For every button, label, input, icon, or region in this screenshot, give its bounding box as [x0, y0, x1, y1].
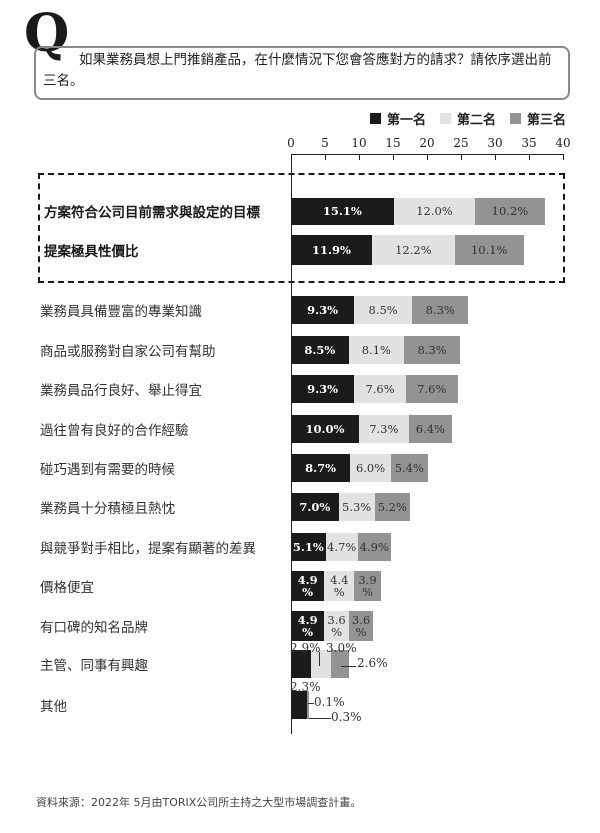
bar-segment-2	[310, 650, 332, 678]
bar-segment-3	[331, 650, 349, 678]
bar-segment-3: 8.3%	[403, 336, 461, 364]
question-box	[34, 46, 570, 100]
x-axis-tick	[325, 154, 326, 160]
bar-segment-3	[307, 691, 310, 719]
question-text: 如果業務員想上門推銷產品，在什麼情況下您會答應對方的請求？請依序選出前三名。	[43, 50, 563, 92]
bar-segment-1: 11.9%	[291, 235, 372, 265]
category-label: 業務員十分積極且熱忱	[40, 501, 175, 517]
x-axis-tick-label: 35	[521, 136, 537, 150]
leader-line	[341, 666, 356, 667]
bar-segment-3: 5.4%	[390, 454, 428, 482]
bar-segment-1: 5.1%	[291, 533, 326, 561]
bar-segment-2: 7.3%	[359, 415, 409, 443]
bar-segment-2: 8.5%	[354, 296, 413, 324]
bar-segment-2: 12.0%	[393, 197, 476, 225]
bar-segment-2: 6.0%	[350, 454, 391, 482]
x-axis-tick	[461, 154, 462, 160]
category-label: 過往曾有良好的合作經驗	[40, 423, 189, 439]
bar-segment-2: 5.3%	[338, 493, 375, 521]
value-label-outside: 0.3%	[331, 710, 362, 724]
x-axis-tick-label: 15	[385, 136, 401, 150]
value-label-outside: 2.9%	[290, 641, 321, 655]
x-axis-tick-labels: 0 5 10 15 20 25 30 35 40	[0, 136, 600, 152]
legend-label: 第二名	[456, 113, 496, 128]
bar-segment-2: 8.1%	[348, 336, 404, 364]
bar-segment-2: 3.6 %	[324, 611, 349, 641]
bar-segment-1: 9.3%	[291, 296, 355, 324]
bar-segment-2	[306, 691, 308, 719]
bar-segment-1: 7.0%	[291, 493, 339, 521]
value-label-outside: 2.3%	[290, 680, 321, 694]
bar-segment-1: 10.0%	[291, 415, 359, 443]
category-label: 業務員具備豐富的專業知識	[40, 304, 202, 320]
bar-segment-1: 4.9 %	[291, 571, 325, 601]
category-label: 商品或服務對自家公司有幫助	[40, 344, 216, 360]
bar-segment-3: 8.3%	[412, 296, 469, 324]
y-axis-line	[291, 154, 292, 734]
leader-line	[308, 703, 314, 704]
category-label: 有口碑的知名品牌	[40, 620, 148, 636]
bar-segment-2: 7.6%	[354, 375, 406, 403]
x-axis-tick	[359, 154, 360, 160]
x-axis-tick	[393, 154, 394, 160]
bar-segment-1: 15.1%	[291, 197, 394, 225]
bar-segment-2: 4.7%	[325, 533, 358, 561]
x-axis-tick-label: 40	[555, 136, 571, 150]
legend-swatch-icon	[439, 113, 451, 124]
bar-segment-1: 8.7%	[291, 454, 351, 482]
highlight-box	[38, 173, 565, 283]
x-axis-tick-label: 10	[351, 136, 367, 150]
bar-segment-3: 6.4%	[408, 415, 453, 443]
category-label: 與競爭對手相比，提案有顯著的差異	[40, 541, 256, 557]
legend-label: 第三名	[526, 113, 566, 128]
bar-segment-1: 4.9 %	[291, 611, 325, 641]
category-label: 其他	[40, 699, 67, 715]
x-axis-tick	[427, 154, 428, 160]
legend-item-third: 第三名	[509, 109, 566, 128]
category-label: 主管、同事有興趣	[40, 658, 148, 674]
bar-segment-1: 9.3%	[291, 375, 355, 403]
value-label-outside: 3.0%	[326, 641, 357, 655]
leader-line	[319, 652, 320, 666]
x-axis-tick	[529, 154, 530, 160]
x-axis-tick	[563, 154, 564, 160]
question-marker: Q	[24, 3, 70, 64]
value-label-outside: 2.6%	[357, 656, 388, 670]
category-label: 提案極具性價比	[44, 244, 139, 260]
x-axis-tick-label: 5	[321, 136, 329, 150]
chart-legend: 第一名 第二名 第三名	[369, 109, 566, 128]
x-axis-tick	[495, 154, 496, 160]
legend-label: 第一名	[386, 113, 426, 128]
legend-swatch-icon	[369, 113, 381, 124]
bar-segment-3: 5.2%	[374, 493, 410, 521]
bar-segment-3: 3.9 %	[354, 571, 381, 601]
value-label-outside: 0.1%	[314, 695, 345, 709]
category-label: 業務員品行良好、舉止得宜	[40, 383, 202, 399]
legend-item-second: 第二名	[439, 109, 496, 128]
leader-line	[309, 718, 331, 719]
category-label: 方案符合公司目前需求與設定的目標	[44, 205, 260, 221]
bar-segment-1: 8.5%	[291, 336, 349, 364]
x-axis-tick-label: 20	[419, 136, 435, 150]
bar-segment-2: 12.2%	[371, 235, 455, 265]
bar-segment-1	[291, 691, 307, 719]
source-note: 資料來源：2022年 5月由TORIX公司所主持之大型市場調查計畫。	[36, 796, 362, 809]
bar-segment-1	[291, 650, 311, 678]
x-axis-tick-label: 30	[487, 136, 503, 150]
legend-item-first: 第一名	[369, 109, 426, 128]
bar-segment-2: 4.4 %	[324, 571, 355, 601]
legend-swatch-icon	[509, 113, 521, 124]
bar-segment-3: 10.2%	[475, 197, 545, 225]
bar-segment-3: 10.1%	[454, 235, 524, 265]
category-label: 碰巧遇到有需要的時候	[40, 462, 175, 478]
bar-segment-3: 3.6 %	[348, 611, 374, 641]
x-axis-tick-label: 0	[287, 136, 295, 150]
bar-segment-3: 7.6%	[405, 375, 458, 403]
bar-segment-3: 4.9%	[357, 533, 391, 561]
category-label: 價格便宜	[40, 580, 94, 596]
x-axis-tick-label: 25	[453, 136, 469, 150]
question-text-content: 如果業務員想上門推銷產品，在什麼情況下您會答應對方的請求？請依序選出前三名。	[43, 52, 552, 89]
